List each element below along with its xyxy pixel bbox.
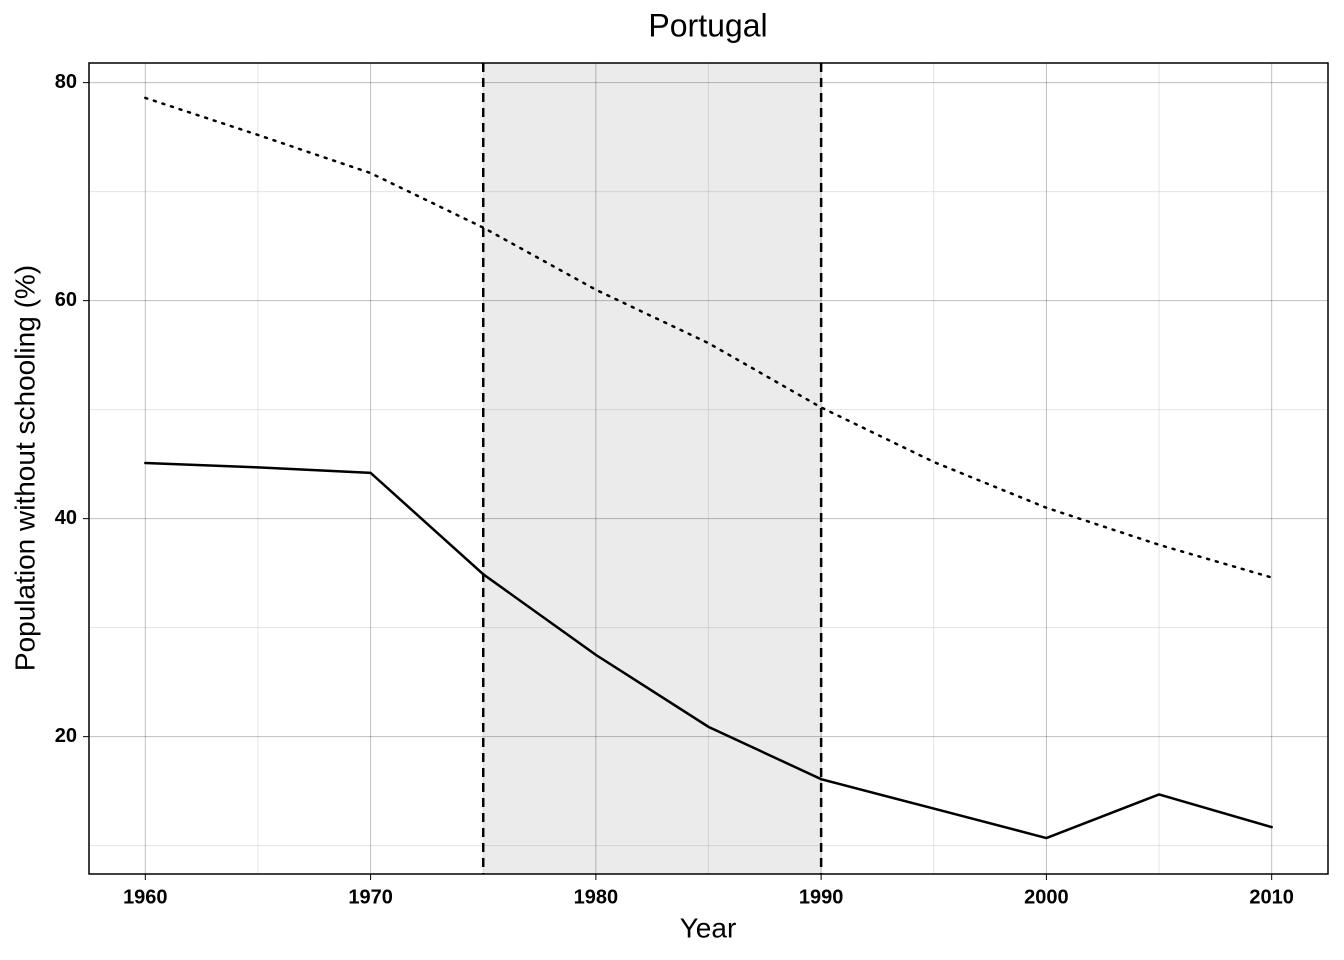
x-tick-label: 1960: [123, 886, 168, 908]
x-tick-label: 1970: [348, 886, 393, 908]
x-tick-label: 1980: [574, 886, 619, 908]
y-tick-label: 80: [55, 71, 77, 93]
series-line: [144, 96, 1273, 579]
y-axis-label: Population without schooling (%): [9, 265, 40, 671]
x-tick-label: 2010: [1249, 886, 1294, 908]
shaded-span: [483, 63, 822, 874]
y-tick-label: 40: [55, 507, 77, 529]
chart-title: Portugal: [648, 7, 767, 43]
y-tick-label: 60: [55, 289, 77, 311]
plot-border: [88, 62, 1329, 875]
series-line: [144, 461, 1273, 840]
x-axis-label: Year: [680, 912, 737, 943]
x-tick-label: 1990: [799, 886, 844, 908]
x-tick-label: 2000: [1024, 886, 1069, 908]
y-tick-label: 20: [55, 725, 77, 747]
